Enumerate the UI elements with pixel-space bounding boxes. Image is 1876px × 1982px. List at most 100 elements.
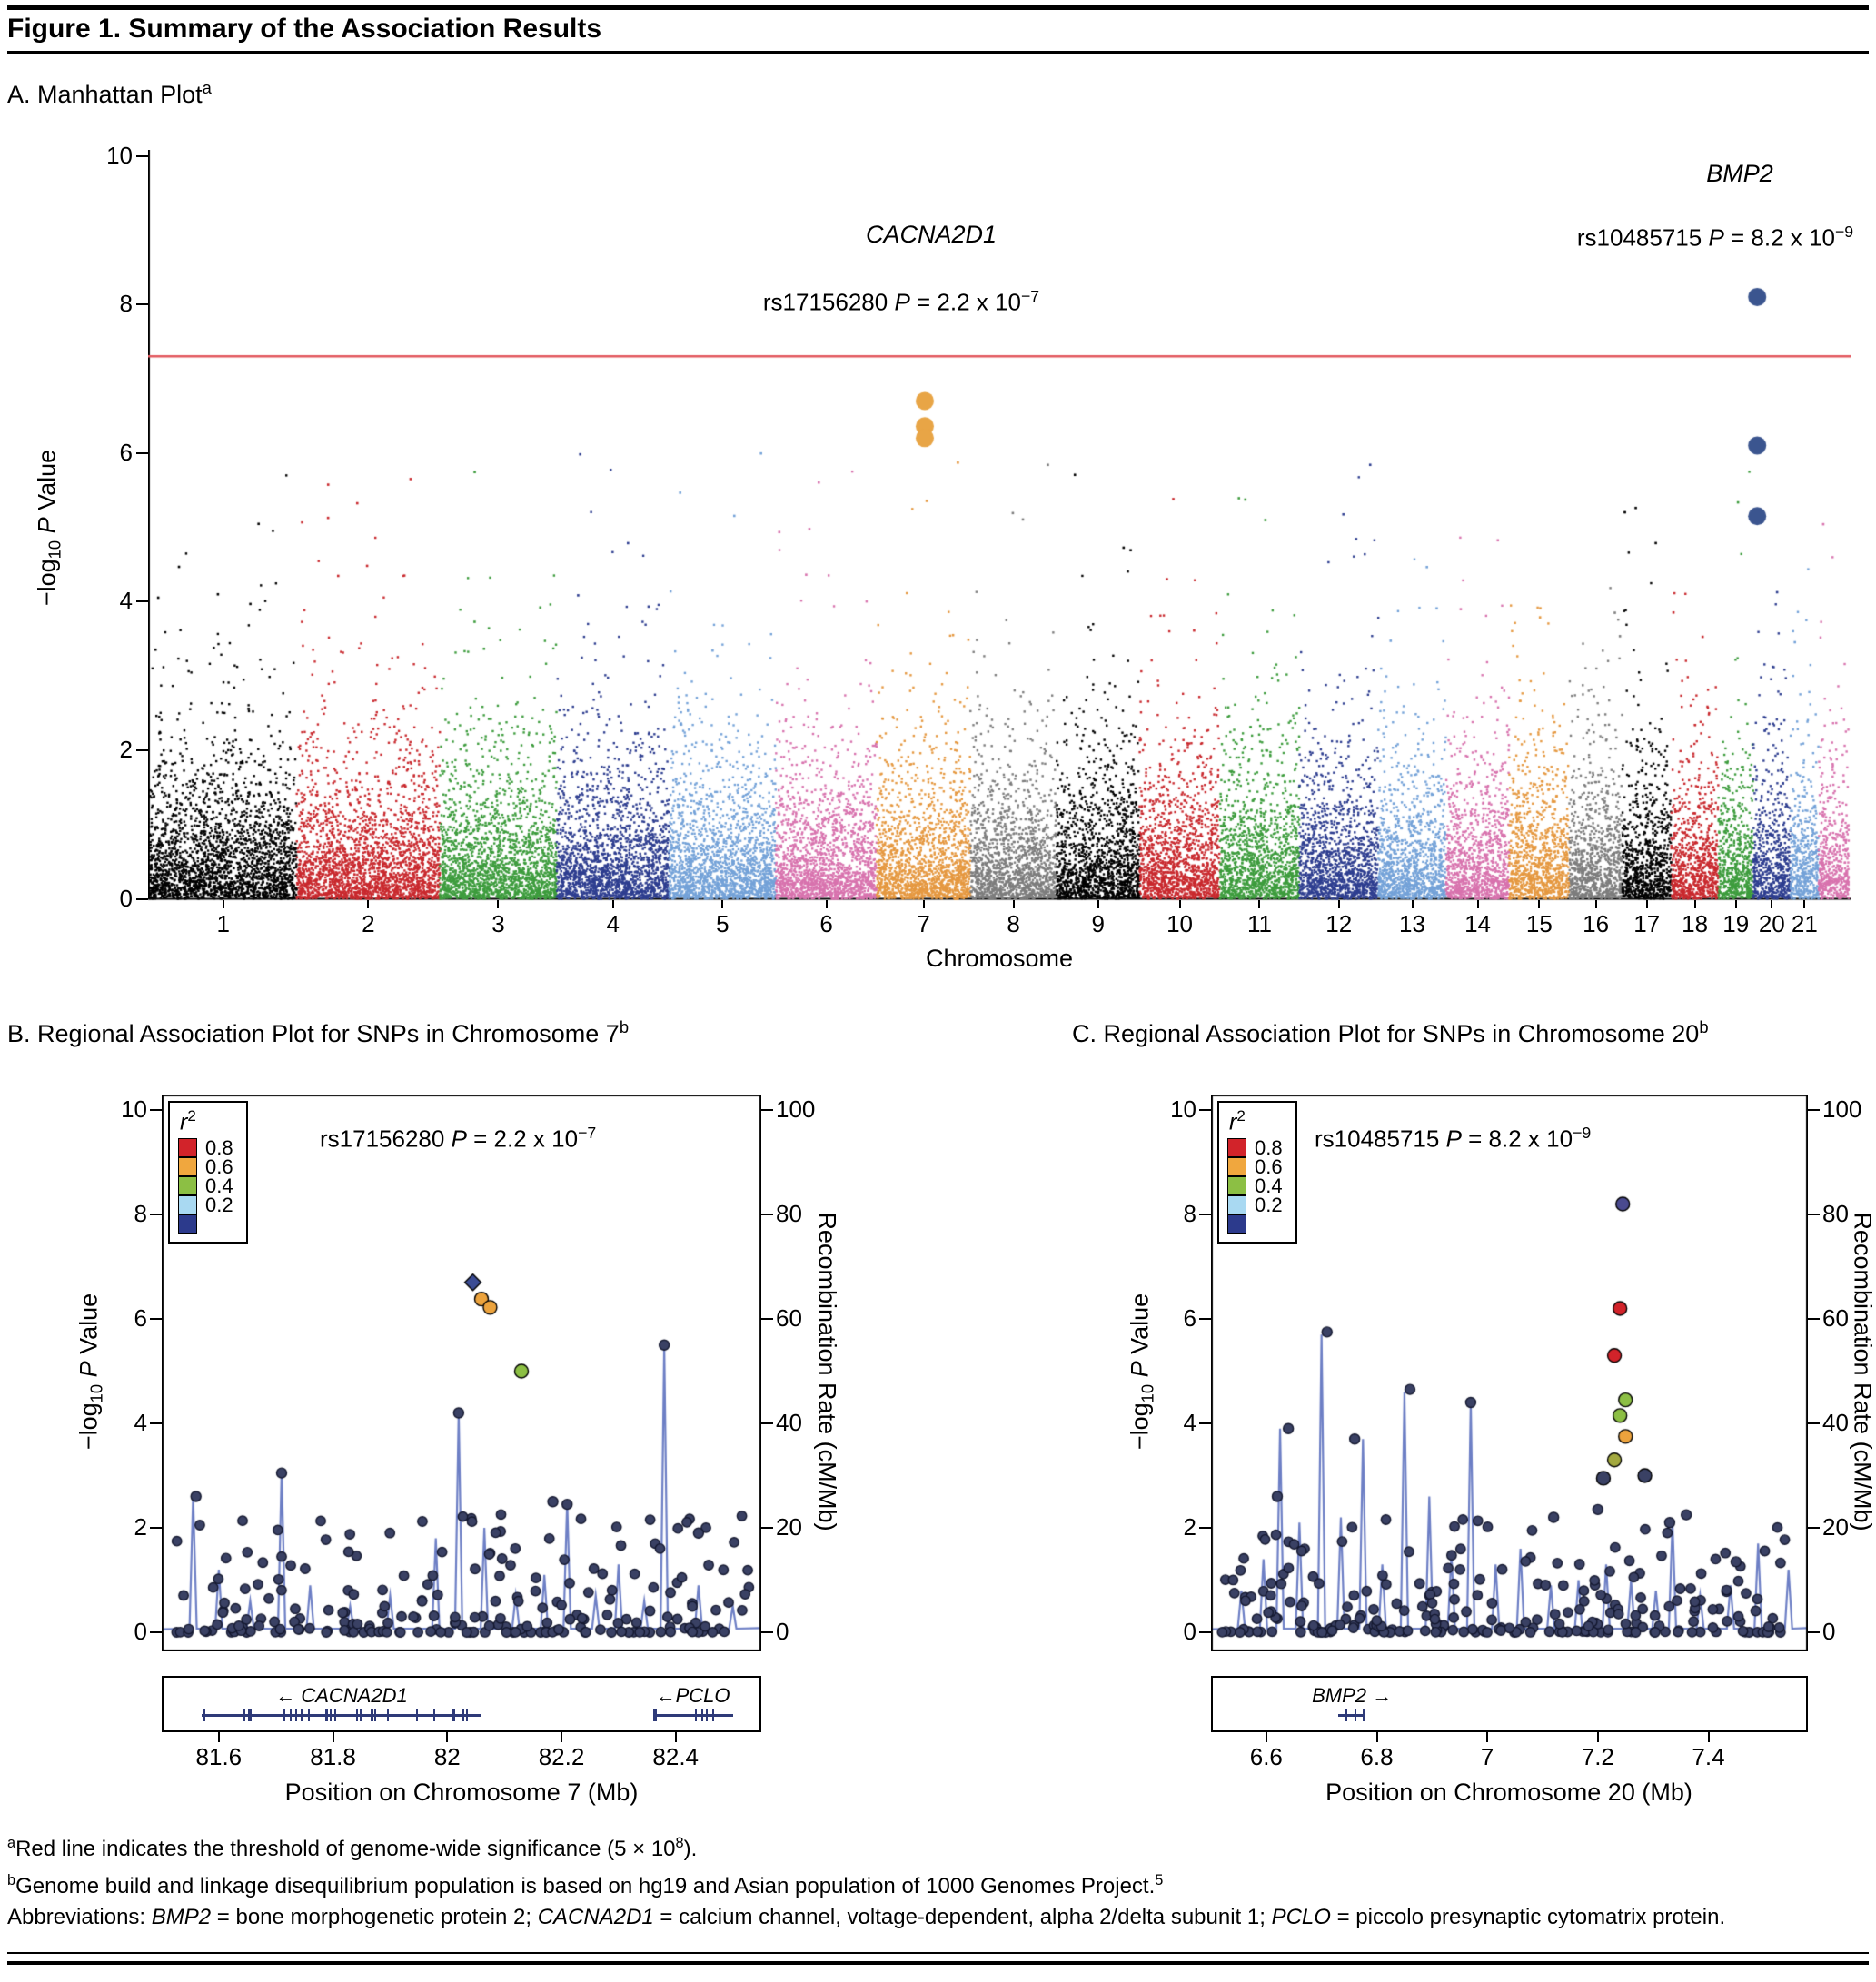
manhattan-x-tick	[1178, 900, 1181, 908]
regional-b-right-axis-label: Recombination Rate (cM/Mb)	[813, 1212, 841, 1531]
manhattan-chromosome-label: 14	[1464, 910, 1491, 937]
gene-exon-tick	[700, 1709, 703, 1721]
manhattan-chromosome-label: 3	[491, 910, 505, 937]
manhattan-plot-canvas	[148, 150, 1851, 901]
regional-b-x-tick-label: 81.8	[310, 1743, 356, 1770]
manhattan-y-tick-label: 10	[106, 141, 133, 169]
regional-c-left-tick	[1199, 1631, 1211, 1633]
legend-entry: 0.4	[178, 1176, 233, 1196]
regional-c-right-tick	[1808, 1214, 1820, 1215]
manhattan-x-tick	[1803, 900, 1806, 908]
manhattan-x-tick	[367, 900, 370, 908]
gene-exon-tick	[249, 1709, 252, 1721]
manhattan-x-tick	[222, 900, 224, 908]
manhattan-chromosome-label: 4	[606, 910, 620, 937]
panel-b-heading: B. Regional Association Plot for SNPs in…	[7, 1017, 630, 1047]
regional-b-plot-canvas	[162, 1095, 761, 1651]
manhattan-x-tick	[1258, 900, 1261, 908]
legend-label: 0.8	[205, 1136, 233, 1160]
gene-exon-tick	[387, 1709, 390, 1721]
regional-b-right-tick-label: 20	[776, 1513, 802, 1541]
regional-c-right-tick	[1808, 1527, 1820, 1529]
bottom-rule-thick	[7, 1961, 1869, 1965]
manhattan-y-tick-label: 0	[119, 884, 133, 912]
manhattan-chromosome-label: 13	[1399, 910, 1425, 937]
regional-b-x-tick	[217, 1732, 220, 1742]
manhattan-x-tick	[1693, 900, 1696, 908]
regional-c-right-tick-label: 60	[1822, 1304, 1849, 1332]
manhattan-chromosome-label: 11	[1246, 910, 1272, 937]
regional-b-right-tick-label: 0	[776, 1618, 789, 1645]
manhattan-x-tick	[497, 900, 500, 908]
regional-b-x-tick-label: 82	[433, 1743, 461, 1770]
regional-b-left-tick	[150, 1631, 162, 1633]
regional-b-left-tick-label: 2	[134, 1513, 147, 1541]
regional-b-right-tick-label: 60	[776, 1304, 802, 1332]
legend-entry: 0.2	[1227, 1195, 1283, 1215]
regional-b-left-tick	[150, 1109, 162, 1111]
manhattan-y-tick	[136, 303, 148, 306]
regional-c-left-tick	[1199, 1527, 1211, 1529]
manhattan-chromosome-label: 15	[1525, 910, 1553, 937]
manhattan-x-tick	[1538, 900, 1541, 908]
regional-c-right-tick	[1808, 1631, 1820, 1633]
gene-exon-tick	[452, 1709, 454, 1721]
regional-c-x-tick-label: 7.4	[1692, 1743, 1725, 1770]
regional-b-gene-track-box	[162, 1676, 761, 1732]
gene-exon-tick	[290, 1709, 293, 1721]
gene-exon-tick	[243, 1709, 246, 1721]
regional-c-right-tick	[1808, 1318, 1820, 1320]
regional-b-right-tick	[761, 1631, 773, 1633]
r2-legend-entries: 0.8 0.6 0.4 0.2	[1227, 1138, 1283, 1234]
manhattan-x-tick	[1097, 900, 1099, 908]
gene-label: ← CACNA2D1	[275, 1684, 408, 1707]
legend-color-swatch	[1227, 1195, 1246, 1215]
legend-label: 0.8	[1255, 1136, 1283, 1160]
regional-b-x-tick	[561, 1732, 562, 1742]
manhattan-x-tick	[922, 900, 925, 908]
manhattan-y-tick	[136, 451, 148, 454]
manhattan-x-tick	[1012, 900, 1015, 908]
manhattan-bmp2-snp-annotation: rs10485715 P = 8.2 x 10−9	[1576, 223, 1854, 252]
bottom-rule-thin	[7, 1952, 1869, 1954]
gene-line	[652, 1714, 733, 1717]
regional-c-right-axis-label: Recombination Rate (cM/Mb)	[1849, 1212, 1876, 1531]
regional-c-x-tick	[1375, 1732, 1378, 1742]
manhattan-x-tick	[1594, 900, 1597, 908]
footnote-a: aRed line indicates the threshold of gen…	[7, 1835, 698, 1861]
regional-c-x-tick	[1486, 1732, 1489, 1742]
regional-c-left-tick	[1199, 1318, 1211, 1320]
regional-b-left-tick	[150, 1422, 162, 1424]
legend-color-swatch	[1227, 1214, 1246, 1234]
panel-c-heading: C. Regional Association Plot for SNPs in…	[1072, 1017, 1709, 1047]
manhattan-x-tick	[1337, 900, 1340, 908]
manhattan-x-tick	[721, 900, 724, 908]
manhattan-chromosome-label: 7	[917, 910, 930, 937]
regional-b-left-tick-label: 10	[121, 1095, 147, 1123]
regional-c-x-tick-label: 6.8	[1360, 1743, 1394, 1770]
gene-exon-tick	[1345, 1709, 1347, 1721]
regional-c-left-tick-label: 6	[1183, 1304, 1196, 1332]
regional-c-x-tick	[1265, 1732, 1267, 1742]
regional-b-left-tick-label: 4	[134, 1409, 147, 1436]
gene-exon-tick	[333, 1709, 336, 1721]
regional-b-x-tick-label: 81.6	[195, 1743, 243, 1770]
gene-exon-tick	[465, 1709, 468, 1721]
regional-c-left-tick	[1199, 1109, 1211, 1111]
legend-entry: 0.4	[1227, 1176, 1283, 1196]
regional-b-right-tick-label: 40	[776, 1409, 802, 1436]
regional-b-left-tick	[150, 1214, 162, 1215]
legend-label: 0.6	[1255, 1155, 1283, 1179]
legend-entry: 0.8	[178, 1136, 233, 1160]
regional-b-x-axis-label: Position on Chromosome 7 (Mb)	[284, 1779, 639, 1806]
gene-exon-tick	[283, 1709, 285, 1721]
gene-exon-tick	[372, 1709, 374, 1721]
gene-exon-tick	[453, 1709, 456, 1721]
regional-b-lead-snp-annotation: rs17156280 P = 2.2 x 10−7	[320, 1124, 597, 1153]
gene-exon-tick	[300, 1709, 303, 1721]
gene-exon-tick	[355, 1709, 358, 1721]
regional-c-x-tick	[1596, 1732, 1599, 1742]
regional-c-plot-canvas	[1211, 1095, 1808, 1651]
gene-exon-tick	[462, 1709, 465, 1721]
manhattan-chromosome-label: 8	[1007, 910, 1020, 937]
